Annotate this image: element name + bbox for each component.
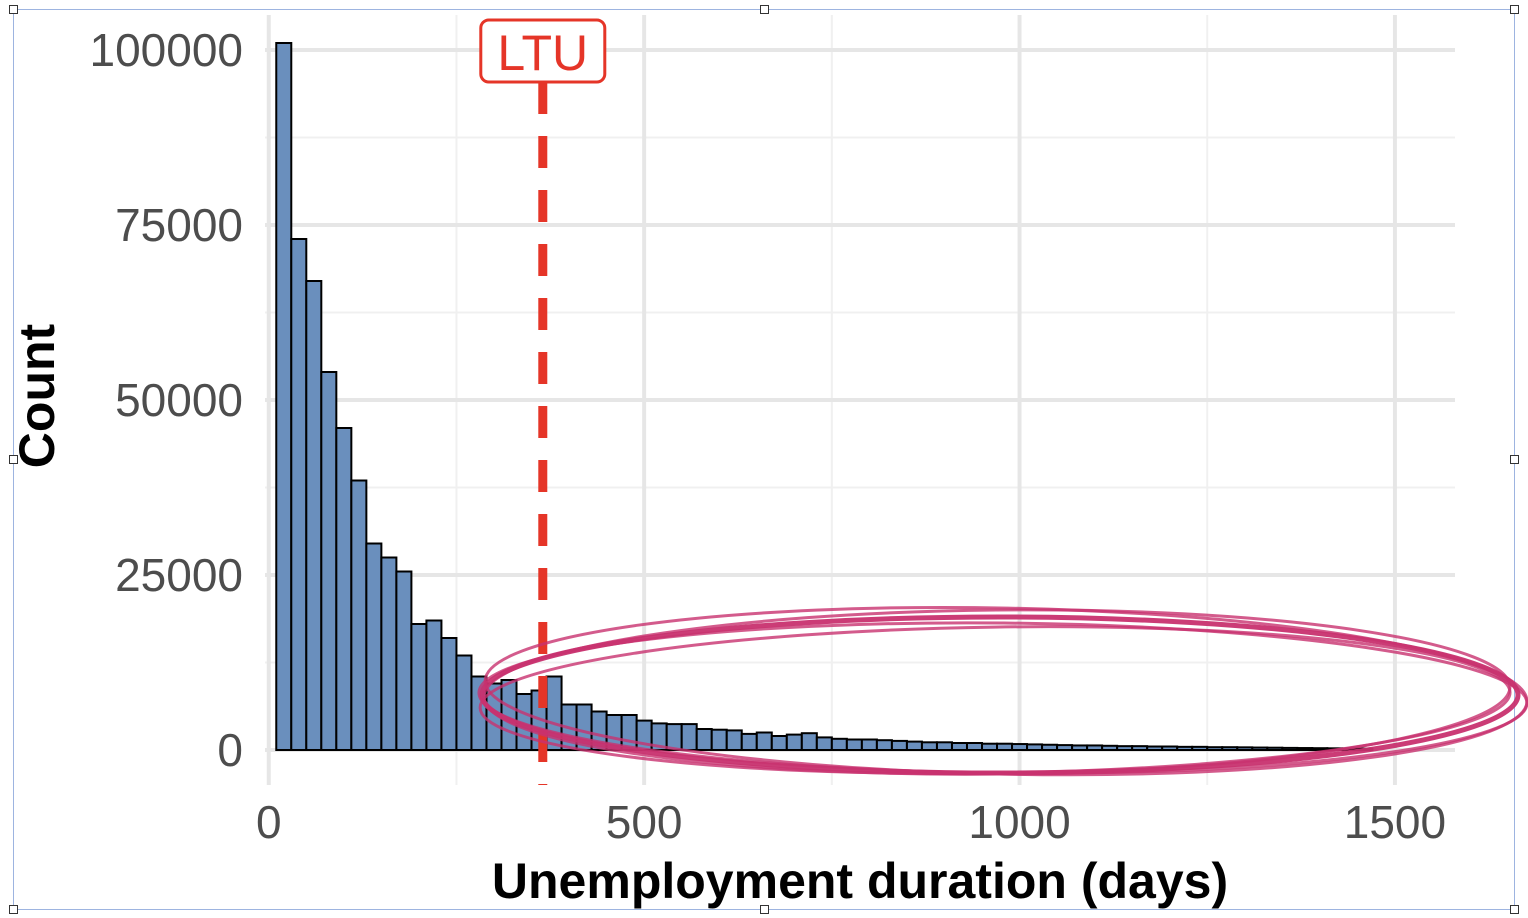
histogram-bar (290, 238, 308, 751)
resize-handle-bottom-middle[interactable] (760, 905, 769, 914)
histogram-bar (815, 736, 833, 752)
histogram-bar (875, 739, 893, 752)
histogram-bar (350, 479, 368, 751)
histogram-bar (860, 738, 878, 751)
ltu-threshold: LTU (479, 18, 607, 785)
histogram-bar (695, 728, 713, 751)
histogram-bar (665, 723, 683, 751)
histogram-bar (1281, 746, 1299, 752)
histogram-bar (440, 637, 458, 751)
highlight-ellipse-stroke (482, 608, 1512, 776)
histogram-bar (770, 735, 788, 751)
histogram-bar (1161, 745, 1179, 751)
histogram-bar (425, 619, 443, 751)
ltu-label-box (479, 18, 607, 84)
histogram-bar (1071, 744, 1089, 752)
histogram-bar (965, 742, 984, 751)
histogram-bar (1251, 746, 1269, 751)
x-axis-title: Unemployment duration (days) (492, 853, 1228, 909)
histogram-bar (1236, 746, 1254, 752)
x-tick-label: 1000 (968, 796, 1070, 848)
histogram-bar (981, 742, 999, 752)
histogram-bar (335, 427, 353, 751)
histogram-bar (275, 42, 293, 751)
resize-handle-top-middle[interactable] (760, 5, 769, 14)
y-tick-label: 100000 (90, 24, 244, 76)
histogram-bar (890, 739, 908, 752)
y-tick-label: 0 (217, 724, 243, 776)
histogram-bar (1206, 746, 1224, 752)
x-tick-label: 500 (606, 796, 683, 848)
histogram-bar (1146, 745, 1164, 751)
resize-handle-top-left[interactable] (9, 5, 18, 14)
y-tick-label: 50000 (115, 374, 243, 426)
x-tick-label: 1500 (1344, 796, 1446, 848)
histogram-bar (905, 740, 923, 751)
histogram-bar (1101, 744, 1119, 751)
resize-handle-bottom-left[interactable] (9, 905, 18, 914)
histogram-bar (1221, 746, 1239, 752)
histogram-bar (950, 742, 968, 751)
histogram-bar (935, 741, 953, 751)
y-tick-label: 75000 (115, 199, 243, 251)
histogram-bar (320, 371, 338, 751)
y-axis-tick-labels: 0 25000 50000 75000 100000 (90, 24, 244, 776)
resize-handle-bottom-right[interactable] (1510, 905, 1519, 914)
histogram-bar (1086, 744, 1104, 752)
histogram-bar (305, 280, 323, 751)
histogram-bar (1176, 745, 1194, 751)
x-axis-tick-labels: 0 500 1000 1500 (256, 796, 1446, 848)
histogram-bar (455, 654, 473, 751)
histogram-bar (755, 731, 773, 751)
histogram-bar (410, 623, 428, 751)
histogram-bar (1056, 744, 1074, 751)
ltu-label: LTU (497, 25, 588, 81)
resize-handle-middle-left[interactable] (9, 455, 18, 464)
histogram-bar (725, 729, 743, 752)
histogram-bar (1011, 743, 1029, 751)
histogram-bar (1131, 745, 1149, 752)
histogram-bar (1191, 745, 1209, 751)
histogram-bar (845, 738, 863, 751)
histogram-bar (1296, 747, 1314, 751)
histogram-bar (1041, 743, 1059, 751)
histogram-bar (1311, 747, 1329, 751)
x-tick-label: 0 (256, 796, 282, 848)
resize-handle-top-right[interactable] (1510, 5, 1519, 14)
histogram-bar (380, 556, 398, 751)
histogram-bar (1116, 745, 1134, 752)
histogram-bar (740, 732, 758, 752)
histogram-bar (710, 728, 728, 752)
histogram-bar (920, 741, 938, 751)
histogram-bar (996, 742, 1014, 752)
histogram-bar (800, 732, 818, 752)
resize-handle-middle-right[interactable] (1510, 455, 1519, 464)
histogram-bar (1026, 743, 1044, 752)
highlight-ellipse-annotation (477, 605, 1528, 777)
histogram-bar (785, 733, 803, 751)
histogram-bar (1266, 746, 1284, 752)
y-tick-label: 25000 (115, 549, 243, 601)
histogram-bar (830, 737, 848, 751)
y-axis-title: Count (9, 323, 65, 468)
histogram-bar (395, 570, 413, 751)
histogram-bars (275, 42, 1374, 752)
histogram-bar (680, 723, 698, 751)
histogram-bar (365, 542, 383, 751)
